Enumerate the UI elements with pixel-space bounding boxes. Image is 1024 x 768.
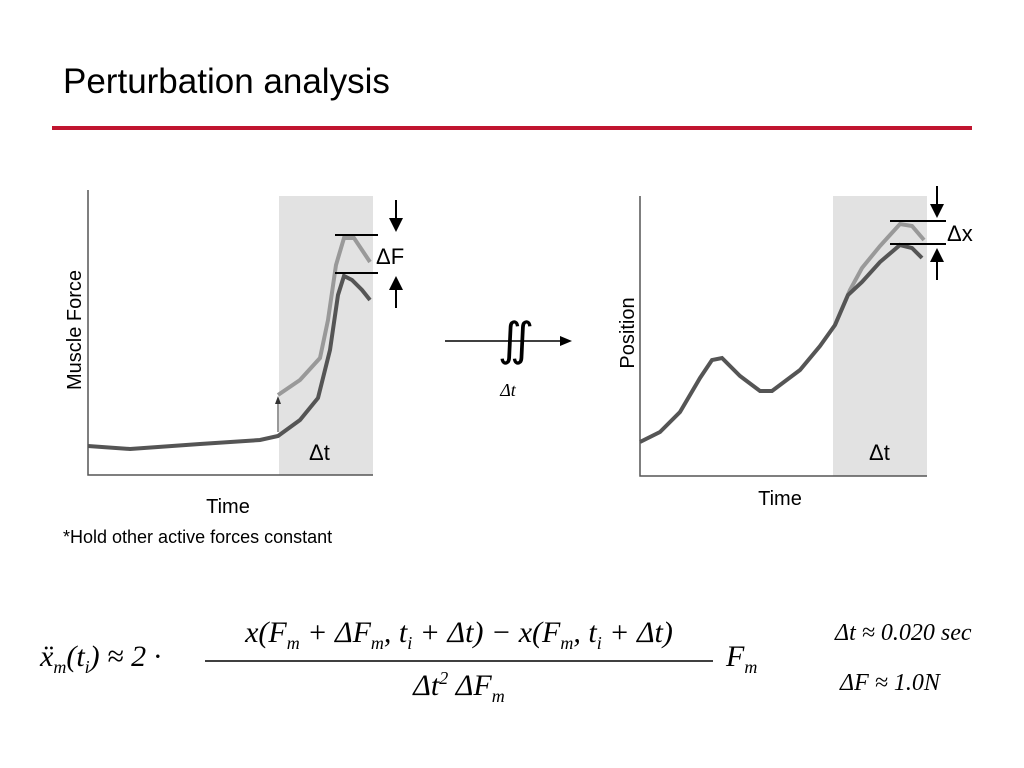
equation-token: + ΔF [299,616,371,649]
label: Δx [947,221,973,246]
equation-token: i [596,633,602,653]
equation-numerator: x(Fm + ΔFm, ti + Δt) − x(Fm, ti + Δt) [205,616,713,654]
y-label: Position [617,297,639,368]
axes [639,196,927,477]
equation-token: m [370,633,384,653]
curve-base [87,273,372,452]
note: *Hold other active forces constant [63,527,332,547]
equation-token: 2 [439,668,449,688]
label: Δt [869,440,890,465]
note: ΔF ≈ 1.0N [840,670,940,696]
arrowhead [275,396,281,404]
title: Perturbation analysis [63,62,390,101]
equation-token: ΔF [448,669,492,702]
arrowhead [560,336,572,346]
curve-base [639,242,924,444]
equation-token: + Δt) [601,616,673,649]
y-label: Muscle Force [64,270,86,390]
curve-perturbed [833,221,926,326]
equation-token: Δt [413,669,440,702]
shade [833,196,927,476]
equation-token: F [726,640,745,673]
equation-token: + Δt) − x(F [412,616,561,649]
equation-token: ẍ [40,640,54,673]
equation-token: x(F [245,616,287,649]
equation-token: i [84,657,90,677]
x-label: Time [206,496,250,518]
equation-token: , t [573,616,597,649]
arrowhead [389,276,403,290]
x-label: Time [758,488,802,510]
axes [87,190,373,476]
equation-token: ≈ 2 · [99,640,169,673]
equation-token: m [560,633,574,653]
curve-perturbed [276,236,372,397]
equation-token: ) [89,640,100,673]
arrowhead [389,218,403,232]
note: Δt ≈ 0.020 sec [835,620,972,646]
equation-lhs: ẍm(ti) ≈ 2 · [40,640,169,678]
equation-denominator: Δt2 ΔFm [205,668,713,707]
equation-rhs: Fm [726,640,757,678]
equation-token: m [53,657,67,677]
equation-token: i [407,633,413,653]
equation-token: (t [66,640,85,673]
arrowhead [930,204,944,218]
label: Δt [309,440,330,465]
label: Δt [499,380,517,400]
label: ΔF [376,244,404,269]
integral: ∬ [498,314,534,365]
equation-token: m [286,633,300,653]
equation-token: m [491,686,505,706]
equation-token: , t [383,616,408,649]
arrowhead [930,248,944,262]
equation-token: m [744,657,758,677]
